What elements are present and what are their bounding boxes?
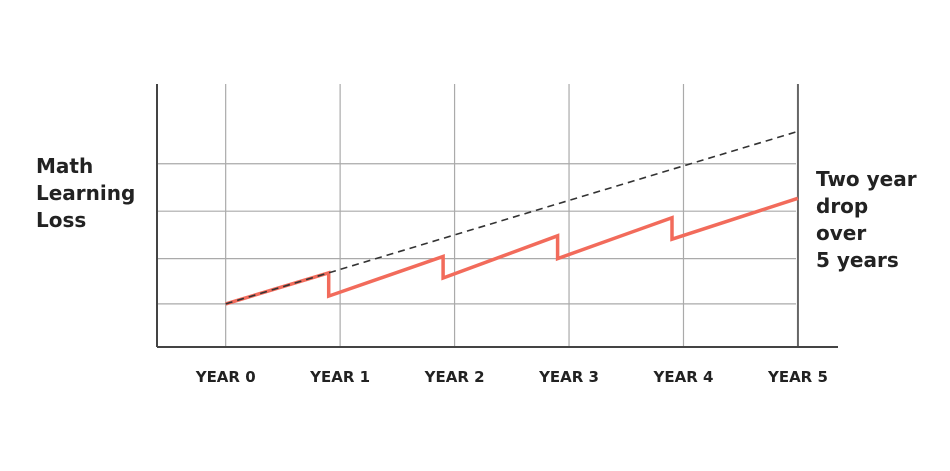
series-layer — [225, 130, 799, 306]
x-tick-label: YEAR 5 — [767, 368, 828, 386]
x-tick-labels: YEAR 0 YEAR 1 YEAR 2 YEAR 3 YEAR 4 YEAR 5 — [195, 368, 828, 386]
series-line-solid — [225, 196, 799, 306]
x-tick-label: YEAR 0 — [195, 368, 256, 386]
y-axis-label-line: Loss — [36, 208, 87, 232]
x-tick-label: YEAR 4 — [653, 368, 714, 386]
x-tick-label: YEAR 1 — [309, 368, 370, 386]
y-axis-label-line: Learning — [36, 181, 136, 205]
x-tick-label: YEAR 3 — [538, 368, 599, 386]
x-tick-label: YEAR 2 — [424, 368, 485, 386]
annotation-line: Two year — [816, 167, 917, 191]
y-axis-label: Math Learning Loss — [36, 153, 156, 234]
series-line-dashed — [225, 130, 799, 305]
annotation-line: over — [816, 221, 867, 245]
grid — [156, 84, 838, 348]
y-axis-label-line: Math — [36, 154, 94, 178]
annotation: Two year drop over 5 years — [816, 166, 946, 274]
annotation-line: drop — [816, 194, 869, 218]
annotation-line: 5 years — [816, 248, 899, 272]
